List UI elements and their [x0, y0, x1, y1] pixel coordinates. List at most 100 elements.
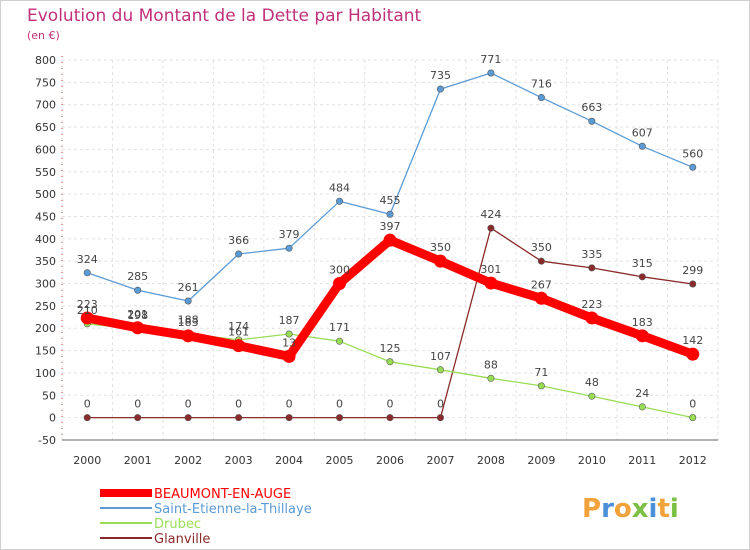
series-point-1 — [336, 197, 344, 205]
data-label: 261 — [178, 281, 199, 294]
data-label: 484 — [329, 181, 350, 194]
series-point-0 — [484, 276, 498, 290]
chart-subtitle: (en €) — [27, 29, 60, 42]
series-point-1 — [487, 69, 495, 77]
series-point-0 — [433, 254, 447, 268]
data-label: 198 — [127, 309, 148, 322]
y-tick-label: 400 — [35, 233, 56, 246]
x-tick-label: 2011 — [628, 454, 656, 467]
x-tick-label: 2002 — [174, 454, 202, 467]
data-label: 716 — [531, 78, 552, 91]
data-label: 0 — [387, 398, 394, 411]
data-label: 48 — [585, 376, 599, 389]
series-point-0 — [131, 321, 145, 335]
data-label: 735 — [430, 69, 451, 82]
data-label: 223 — [581, 298, 602, 311]
series-point-0 — [383, 233, 397, 247]
data-label: 350 — [430, 241, 451, 254]
series-point-1 — [588, 117, 596, 125]
data-label: 71 — [534, 366, 548, 379]
y-tick-label: 350 — [35, 255, 56, 268]
data-label: 315 — [632, 257, 653, 270]
data-label: 201 — [127, 308, 148, 321]
data-label: 183 — [632, 316, 653, 329]
data-label: 125 — [380, 342, 401, 355]
data-label: 223 — [77, 298, 98, 311]
series-point-3 — [588, 264, 596, 272]
data-label: 171 — [329, 321, 350, 334]
series-point-3 — [285, 414, 293, 422]
series-point-2 — [436, 366, 444, 374]
data-label: 0 — [134, 398, 141, 411]
series-point-0 — [181, 329, 195, 343]
series-point-0 — [80, 311, 94, 325]
x-tick-label: 2012 — [679, 454, 707, 467]
series-point-3 — [537, 257, 545, 265]
y-tick-label: 300 — [35, 278, 56, 291]
data-label: 88 — [484, 358, 498, 371]
series-point-2 — [336, 337, 344, 345]
y-tick-label: -50 — [38, 434, 56, 447]
series-point-0 — [686, 347, 700, 361]
y-tick-label: 50 — [42, 389, 56, 402]
series-point-1 — [134, 286, 142, 294]
legend-label: Saint-Etienne-la-Thillaye — [154, 502, 312, 517]
series-point-1 — [638, 142, 646, 150]
data-label: 187 — [279, 314, 300, 327]
data-label: 397 — [380, 220, 401, 233]
series-point-0 — [232, 339, 246, 353]
series-point-1 — [235, 250, 243, 258]
data-label: 424 — [480, 208, 501, 221]
series-point-3 — [689, 280, 697, 288]
series-point-1 — [537, 94, 545, 102]
y-tick-label: 650 — [35, 121, 56, 134]
y-tick-label: 500 — [35, 188, 56, 201]
data-label: 0 — [437, 398, 444, 411]
series-point-3 — [184, 414, 192, 422]
x-tick-label: 2003 — [225, 454, 253, 467]
data-label: 161 — [228, 326, 249, 339]
x-tick-label: 2010 — [578, 454, 606, 467]
legend-label: Drubec — [154, 517, 201, 532]
data-label: 324 — [77, 253, 98, 266]
series-point-0 — [635, 329, 649, 343]
series-point-3 — [386, 414, 394, 422]
data-label: 142 — [682, 334, 703, 347]
proxiti-logo: Proxiti — [582, 494, 679, 524]
data-label: 350 — [531, 241, 552, 254]
data-label: 300 — [329, 264, 350, 277]
y-tick-label: 0 — [49, 412, 56, 425]
y-tick-label: 700 — [35, 99, 56, 112]
series-point-3 — [487, 224, 495, 232]
x-tick-label: 2000 — [73, 454, 101, 467]
data-label: 188 — [178, 314, 199, 327]
series-point-3 — [235, 414, 243, 422]
series-point-3 — [336, 414, 344, 422]
data-label: 335 — [581, 248, 602, 261]
y-tick-label: 550 — [35, 166, 56, 179]
data-label: 0 — [689, 398, 696, 411]
series-point-2 — [638, 403, 646, 411]
data-label: 24 — [635, 387, 649, 400]
svg-text:Proxiti: Proxiti — [582, 494, 679, 524]
data-label: 0 — [235, 398, 242, 411]
series-point-3 — [134, 414, 142, 422]
x-tick-label: 2005 — [326, 454, 354, 467]
series-point-2 — [285, 330, 293, 338]
axis-layer: -50 0 50 100 150 200 250 300 350 400 450 500 550 600 6… — [35, 54, 718, 467]
series-layer — [80, 69, 700, 422]
data-label: 771 — [480, 53, 501, 66]
x-tick-label: 2008 — [477, 454, 505, 467]
data-label: 607 — [632, 126, 653, 139]
data-label-layer: 223 201 183 161 13 300 397 350 301 267 223 183 142 32… — [77, 53, 704, 411]
legend-label: Glanville — [154, 532, 210, 547]
legend-label: BEAUMONT-EN-AUGE — [154, 487, 291, 502]
series-point-1 — [184, 297, 192, 305]
series-point-3 — [83, 414, 91, 422]
series-point-0 — [534, 291, 548, 305]
series-point-0 — [282, 349, 296, 363]
y-tick-label: 450 — [35, 210, 56, 223]
data-label: 13 — [282, 336, 296, 349]
